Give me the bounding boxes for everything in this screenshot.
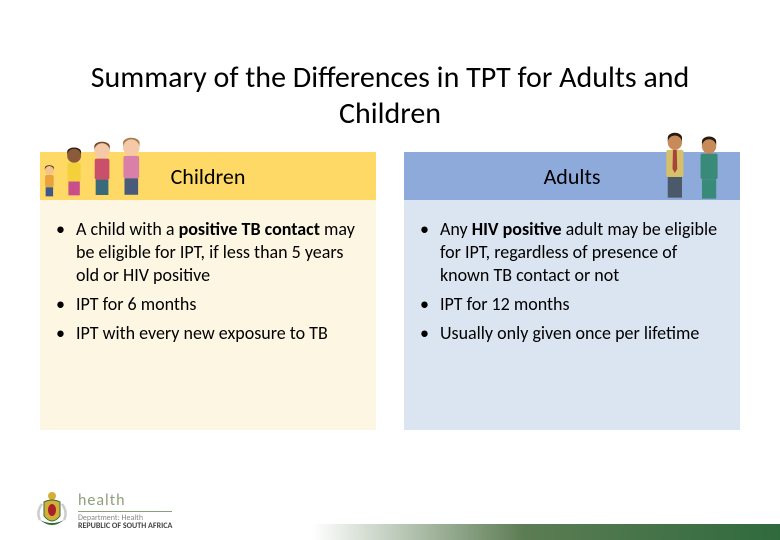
- column-children-body: A child with a positive TB contact may b…: [40, 200, 376, 430]
- slide-footer: health Department: Health REPUBLIC OF SO…: [0, 482, 780, 540]
- adults-illustration: [660, 128, 742, 204]
- column-adults-header-label: Adults: [544, 163, 601, 190]
- children-bullet-list: A child with a positive TB contact may b…: [54, 218, 362, 345]
- list-item: Any HIV positive adult may be eligible f…: [440, 218, 726, 287]
- footer-text-block: health Department: Health REPUBLIC OF SO…: [78, 493, 172, 530]
- list-item: IPT for 6 months: [76, 293, 362, 316]
- column-children: Children A child with a positive TB cont…: [40, 152, 376, 430]
- footer-logo: health Department: Health REPUBLIC OF SO…: [32, 490, 172, 532]
- coat-of-arms-icon: [32, 490, 72, 532]
- list-item: A child with a positive TB contact may b…: [76, 218, 362, 287]
- column-adults-header: Adults: [404, 152, 740, 200]
- list-item: IPT for 12 months: [440, 293, 726, 316]
- adults-bullet-list: Any HIV positive adult may be eligible f…: [418, 218, 726, 345]
- list-item: Usually only given once per lifetime: [440, 322, 726, 345]
- footer-dept-name: health: [78, 493, 172, 512]
- column-children-header-label: Children: [171, 163, 246, 190]
- footer-dept-sub2: REPUBLIC OF SOUTH AFRICA: [78, 522, 172, 530]
- slide: Summary of the Differences in TPT for Ad…: [0, 0, 780, 540]
- column-children-header: Children: [40, 152, 376, 200]
- list-item: IPT with every new exposure to TB: [76, 322, 362, 345]
- comparison-columns: Children A child with a positive TB cont…: [0, 142, 780, 430]
- column-adults-body: Any HIV positive adult may be eligible f…: [404, 200, 740, 430]
- footer-gradient-bar: [312, 524, 780, 540]
- slide-title: Summary of the Differences in TPT for Ad…: [0, 0, 780, 142]
- column-adults: Adults Any HIV positive adult may be eli…: [404, 152, 740, 430]
- children-illustration: [34, 128, 164, 204]
